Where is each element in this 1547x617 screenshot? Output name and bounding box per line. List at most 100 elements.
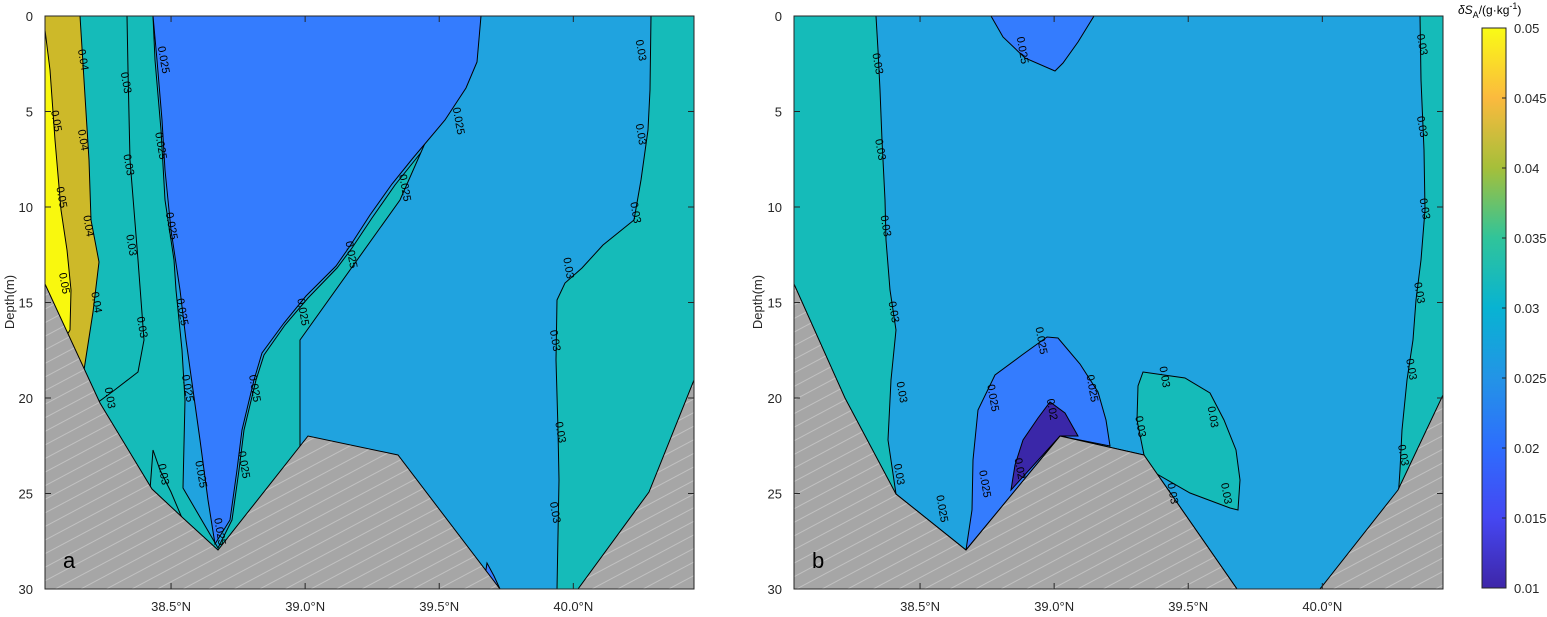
ytick-label: 30 — [768, 582, 782, 597]
contour-label: 0.025 — [152, 131, 169, 160]
ytick-label: 10 — [768, 200, 782, 215]
contour-label: 0.03 — [872, 138, 888, 161]
xtick-label: 39.0°N — [285, 599, 325, 614]
contour-label: 0.05 — [48, 109, 64, 132]
colorbar-tick-label: 0.025 — [1514, 371, 1547, 386]
colorbar-tick-label: 0.02 — [1514, 441, 1539, 456]
contour-label: 0.03 — [552, 421, 568, 444]
contour-label: 0.03 — [1414, 33, 1430, 56]
contour-label: 0.025 — [343, 240, 360, 269]
panel-b-label: b — [812, 548, 824, 573]
contour-label: 0.03 — [1205, 405, 1221, 428]
panel-b-region-003-island — [1136, 371, 1241, 511]
contour-label: 0.03 — [1218, 482, 1234, 505]
panel-a-region-003-small — [149, 449, 183, 519]
contour-label: 0.03 — [120, 153, 136, 176]
contour-label: 0.03 — [891, 463, 907, 486]
contour-label: 0.03 — [894, 381, 910, 404]
colorbar-tick-label: 0.04 — [1514, 161, 1539, 176]
colorbar: δSA/(g·kg-1) 0.01 0.015 0.02 0.025 0.03 0.035… — [1458, 1, 1547, 596]
ytick-label: 20 — [19, 391, 33, 406]
colorbar-tick-label: 0.035 — [1514, 231, 1547, 246]
contour-label: 0.03 — [1395, 444, 1411, 467]
xtick-label: 39.5°N — [1168, 599, 1208, 614]
contour-label: 0.025 — [163, 211, 180, 240]
colorbar-tick-label: 0.045 — [1514, 91, 1547, 106]
contour-label: 0.03 — [633, 39, 649, 62]
contour-label: 0.05 — [53, 186, 69, 209]
contour-label: 0.02 — [1044, 398, 1060, 421]
colorbar-title: δSA/(g·kg-1) — [1458, 1, 1521, 20]
contour-label: 0.03 — [1156, 365, 1172, 388]
contour-label: 0.05 — [56, 272, 72, 295]
colorbar-tick-label: 0.03 — [1514, 301, 1539, 316]
panel-a-label: a — [63, 548, 76, 573]
contour-label: 0.025 — [294, 297, 311, 326]
contour-label: 0.03 — [869, 52, 885, 75]
contour-label: 0.03 — [123, 234, 139, 257]
contour-label: 0.03 — [547, 329, 563, 352]
contour-label: 0.03 — [1164, 482, 1180, 505]
ytick-label: 25 — [768, 487, 782, 502]
contour-label: 0.04 — [75, 48, 91, 71]
ytick-label: 10 — [19, 200, 33, 215]
contour-label: 0.03 — [627, 201, 643, 224]
contour-label: 0.03 — [1132, 415, 1148, 438]
contour-label: 0.03 — [560, 257, 576, 280]
ytick-label: 20 — [768, 391, 782, 406]
xtick-label: 40.0°N — [1302, 599, 1342, 614]
xtick-label: 40.0°N — [553, 599, 593, 614]
colorbar-tick-label: 0.05 — [1514, 21, 1539, 36]
panel-a-ylabel: Depth(m) — [2, 275, 17, 329]
contour-label: 0.025 — [192, 460, 209, 489]
contour-label: 0.03 — [886, 300, 902, 323]
contour-label: 0.025 — [1014, 36, 1031, 65]
contour-label: 0.025 — [450, 106, 467, 135]
contour-label: 0.03 — [102, 386, 118, 409]
contour-label: 0.025 — [155, 45, 172, 74]
contour-label: 0.03 — [134, 316, 150, 339]
ytick-label: 5 — [26, 105, 33, 120]
xtick-label: 39.5°N — [419, 599, 459, 614]
contour-label: 0.025 — [246, 374, 263, 403]
panel-b: 0.025 0.03 0.03 0.03 0.03 0.03 0.03 0.025 0.025 0… — [750, 9, 1444, 614]
ytick-label: 0 — [775, 9, 782, 24]
contour-label: 0.025 — [1083, 374, 1100, 403]
ytick-label: 30 — [19, 582, 33, 597]
contour-label: 0.03 — [633, 123, 649, 146]
panel-b-ylabel: Depth(m) — [750, 275, 765, 329]
contour-label: 0.025 — [976, 469, 993, 498]
contour-label: 0.03 — [118, 71, 134, 94]
contour-label: 0.025 — [174, 297, 191, 326]
contour-label: 0.03 — [1417, 197, 1433, 220]
contour-label: 0.025 — [235, 450, 252, 479]
xtick-label: 38.5°N — [151, 599, 191, 614]
ytick-label: 15 — [19, 296, 33, 311]
contour-label: 0.025 — [1033, 326, 1050, 355]
contour-label: 0.04 — [80, 214, 96, 237]
contour-label: 0.03 — [1403, 358, 1419, 381]
xtick-label: 38.5°N — [900, 599, 940, 614]
contour-label: 0.025 — [179, 374, 196, 403]
contour-label: 0.03 — [547, 501, 563, 524]
contour-label: 0.04 — [88, 291, 104, 314]
xtick-label: 39.0°N — [1034, 599, 1074, 614]
colorbar-tick-label: 0.015 — [1514, 511, 1547, 526]
ytick-label: 0 — [26, 9, 33, 24]
panel-a: 0.04 0.04 0.04 0.04 0.05 0.05 0.05 0.03 0.03 0.03… — [2, 9, 695, 614]
contour-label: 0.03 — [1411, 281, 1427, 304]
ytick-label: 25 — [19, 487, 33, 502]
panel-a-region-002 — [152, 16, 482, 546]
colorbar-tick-label: 0.01 — [1514, 581, 1539, 596]
contour-label: 0.025 — [933, 494, 950, 523]
contour-label: 0.025 — [396, 173, 413, 202]
panel-a-seabed — [45, 283, 694, 589]
contour-label: 0.02 — [1012, 457, 1028, 480]
contour-label: 0.04 — [75, 129, 91, 152]
panel-b-region-0025-top — [990, 16, 1095, 72]
contour-label: 0.03 — [1414, 115, 1430, 138]
ytick-label: 15 — [768, 296, 782, 311]
panel-b-region-001 — [1010, 401, 1079, 492]
contour-label: 0.025 — [211, 517, 228, 546]
